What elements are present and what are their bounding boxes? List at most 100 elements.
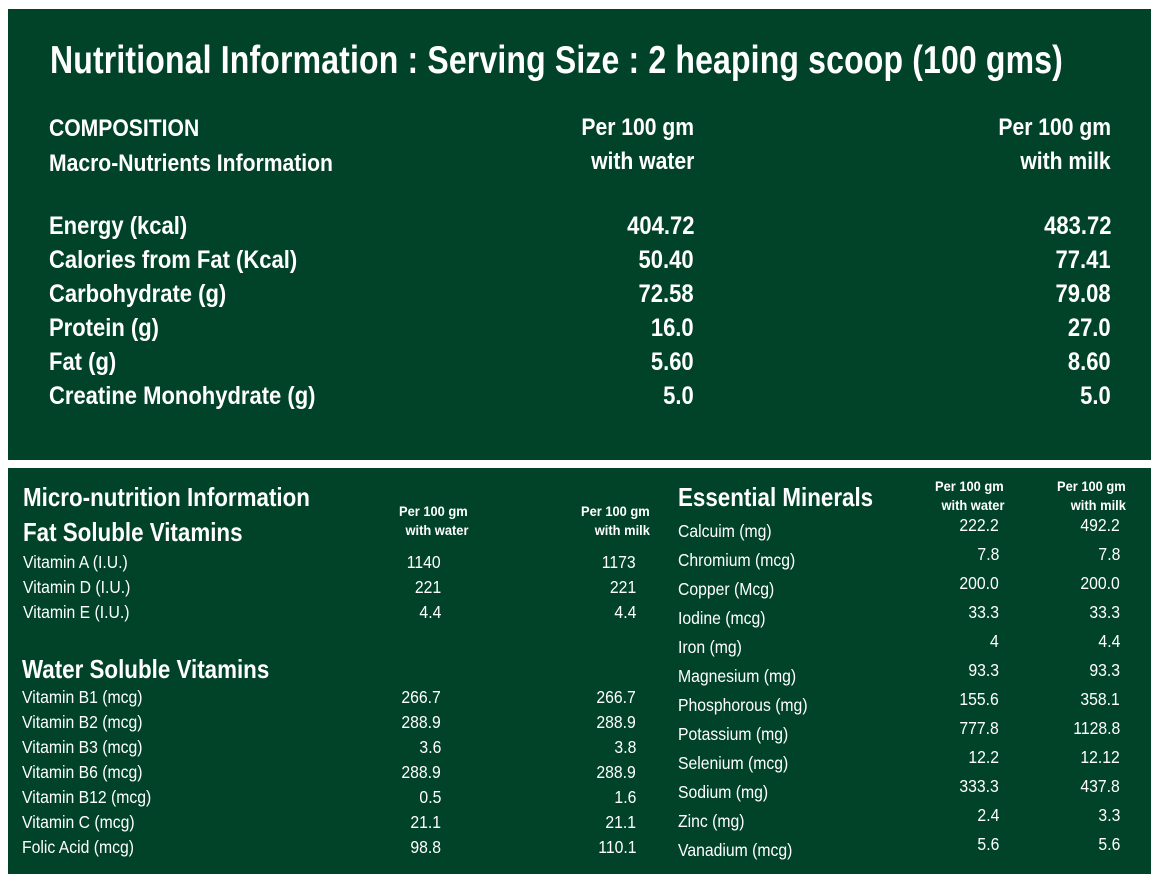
mineral-row-label: Chromium (mcg)	[678, 550, 796, 570]
mineral-row-milk-value: 12.12	[1080, 747, 1120, 767]
mineral-row-label: Potassium (mg)	[678, 724, 789, 744]
mineral-row-water-value: 33.3	[968, 602, 999, 622]
fat-vitamin-row-milk-value: 221	[609, 577, 636, 597]
fat-vitamin-row-milk-value: 1173	[602, 552, 636, 572]
mineral-row-milk-value: 3.3	[1098, 805, 1120, 825]
water-vitamin-row-water-value: 0.5	[419, 787, 441, 807]
macro-heading: Macro-Nutrients Information	[49, 150, 333, 177]
mineral-row-label: Iron (mg)	[678, 637, 742, 657]
fat-vitamin-row-water-value: 221	[414, 577, 441, 597]
mineral-row-label: Iodine (mcg)	[678, 608, 766, 628]
water-vitamin-row-milk-value: 1.6	[614, 787, 636, 807]
mineral-row-water-value: 2.4	[977, 805, 999, 825]
mineral-row-water-value: 5.6	[977, 834, 999, 854]
water-vitamin-row-label: Vitamin C (mcg)	[22, 812, 135, 832]
macro-row-water-value: 16.0	[651, 314, 694, 342]
macro-row-milk-value: 79.08	[1055, 280, 1111, 308]
mineral-row-milk-value: 437.8	[1080, 776, 1120, 796]
water-vitamin-row-label: Vitamin B12 (mcg)	[22, 787, 152, 807]
minerals-col-milk-line2: with milk	[1070, 497, 1126, 513]
water-vitamin-row-milk-value: 288.9	[596, 712, 636, 732]
mineral-row-water-value: 333.3	[959, 776, 999, 796]
fat-soluble-heading: Fat Soluble Vitamins	[23, 517, 243, 547]
mineral-row-label: Calcuim (mg)	[678, 521, 772, 541]
macro-row-label: Fat (g)	[49, 348, 117, 376]
mineral-row-label: Zinc (mg)	[678, 811, 745, 831]
water-vitamin-row-milk-value: 288.9	[596, 762, 636, 782]
micro-col-water-line2: with water	[405, 522, 468, 538]
macro-col-milk-line2: with milk	[1020, 148, 1111, 175]
micro-col-milk-line2: with milk	[594, 522, 650, 538]
macro-col-water-line1: Per 100 gm	[581, 114, 694, 141]
macro-row-milk-value: 5.0	[1080, 382, 1111, 410]
page-title: Nutritional Information : Serving Size :…	[50, 39, 1063, 82]
mineral-row-label: Magnesium (mg)	[678, 666, 797, 686]
macro-row-water-value: 50.40	[638, 246, 694, 274]
macro-row-milk-value: 27.0	[1068, 314, 1111, 342]
minerals-col-water-line1: Per 100 gm	[935, 478, 1004, 494]
fat-vitamin-row-milk-value: 4.4	[614, 602, 636, 622]
fat-vitamin-row-label: Vitamin D (I.U.)	[23, 577, 131, 597]
mineral-row-water-value: 12.2	[968, 747, 999, 767]
water-vitamin-row-milk-value: 21.1	[605, 812, 636, 832]
micro-panel: Micro-nutrition Information Fat Soluble …	[8, 468, 1151, 874]
macro-col-milk-line1: Per 100 gm	[998, 114, 1111, 141]
water-vitamin-row-water-value: 98.8	[410, 837, 441, 857]
micro-heading: Micro-nutrition Information	[23, 482, 310, 512]
macro-row-water-value: 72.58	[638, 280, 694, 308]
water-vitamin-row-water-value: 21.1	[410, 812, 441, 832]
fat-vitamin-row-water-value: 1140	[407, 552, 441, 572]
minerals-heading: Essential Minerals	[678, 482, 874, 512]
macro-row-label: Carbohydrate (g)	[49, 280, 227, 308]
water-soluble-heading: Water Soluble Vitamins	[22, 654, 270, 684]
mineral-row-milk-value: 5.6	[1098, 834, 1120, 854]
mineral-row-milk-value: 200.0	[1080, 573, 1120, 593]
mineral-row-label: Copper (Mcg)	[678, 579, 775, 599]
water-vitamin-row-label: Folic Acid (mcg)	[22, 837, 135, 857]
minerals-col-water-line2: with water	[941, 497, 1004, 513]
macro-row-water-value: 5.60	[651, 348, 694, 376]
mineral-row-water-value: 93.3	[968, 660, 999, 680]
macro-row-milk-value: 77.41	[1055, 246, 1111, 274]
mineral-row-water-value: 4	[990, 631, 999, 651]
minerals-col-milk-line1: Per 100 gm	[1057, 478, 1126, 494]
water-vitamin-row-label: Vitamin B1 (mcg)	[22, 687, 143, 707]
macro-row-label: Protein (g)	[49, 314, 159, 342]
mineral-row-water-value: 200.0	[959, 573, 999, 593]
water-vitamin-row-water-value: 3.6	[419, 737, 441, 757]
micro-col-water-line1: Per 100 gm	[399, 503, 468, 519]
water-vitamin-row-milk-value: 110.1	[597, 837, 636, 857]
mineral-row-water-value: 7.8	[977, 544, 999, 564]
fat-vitamin-row-label: Vitamin E (I.U.)	[23, 602, 130, 622]
mineral-row-milk-value: 1128.8	[1072, 718, 1120, 738]
mineral-row-label: Sodium (mg)	[678, 782, 769, 802]
fat-vitamin-row-label: Vitamin A (I.U.)	[23, 552, 128, 572]
mineral-row-water-value: 777.8	[959, 718, 999, 738]
mineral-row-milk-value: 33.3	[1089, 602, 1120, 622]
macro-row-label: Creatine Monohydrate (g)	[49, 382, 316, 410]
macro-row-water-value: 5.0	[663, 382, 694, 410]
mineral-row-milk-value: 358.1	[1080, 689, 1120, 709]
water-vitamin-row-milk-value: 266.7	[596, 687, 636, 707]
mineral-row-milk-value: 93.3	[1089, 660, 1120, 680]
water-vitamin-row-water-value: 288.9	[401, 762, 441, 782]
water-vitamin-row-water-value: 288.9	[401, 712, 441, 732]
macro-row-milk-value: 483.72	[1043, 212, 1111, 240]
macro-panel: Nutritional Information : Serving Size :…	[8, 9, 1151, 460]
mineral-row-milk-value: 7.8	[1098, 544, 1120, 564]
water-vitamin-row-label: Vitamin B3 (mcg)	[22, 737, 143, 757]
water-vitamin-row-label: Vitamin B2 (mcg)	[22, 712, 143, 732]
mineral-row-label: Selenium (mcg)	[678, 753, 789, 773]
composition-heading: COMPOSITION	[49, 115, 200, 142]
mineral-row-water-value: 155.6	[959, 689, 999, 709]
mineral-row-label: Phosphorous (mg)	[678, 695, 808, 715]
water-vitamin-row-label: Vitamin B6 (mcg)	[22, 762, 143, 782]
mineral-row-label: Vanadium (mcg)	[678, 840, 793, 860]
macro-row-label: Calories from Fat (Kcal)	[49, 246, 298, 274]
mineral-row-milk-value: 492.2	[1080, 515, 1120, 535]
water-vitamin-row-water-value: 266.7	[401, 687, 441, 707]
macro-row-milk-value: 8.60	[1068, 348, 1111, 376]
fat-vitamin-row-water-value: 4.4	[419, 602, 441, 622]
micro-col-milk-line1: Per 100 gm	[581, 503, 650, 519]
water-vitamin-row-milk-value: 3.8	[614, 737, 636, 757]
